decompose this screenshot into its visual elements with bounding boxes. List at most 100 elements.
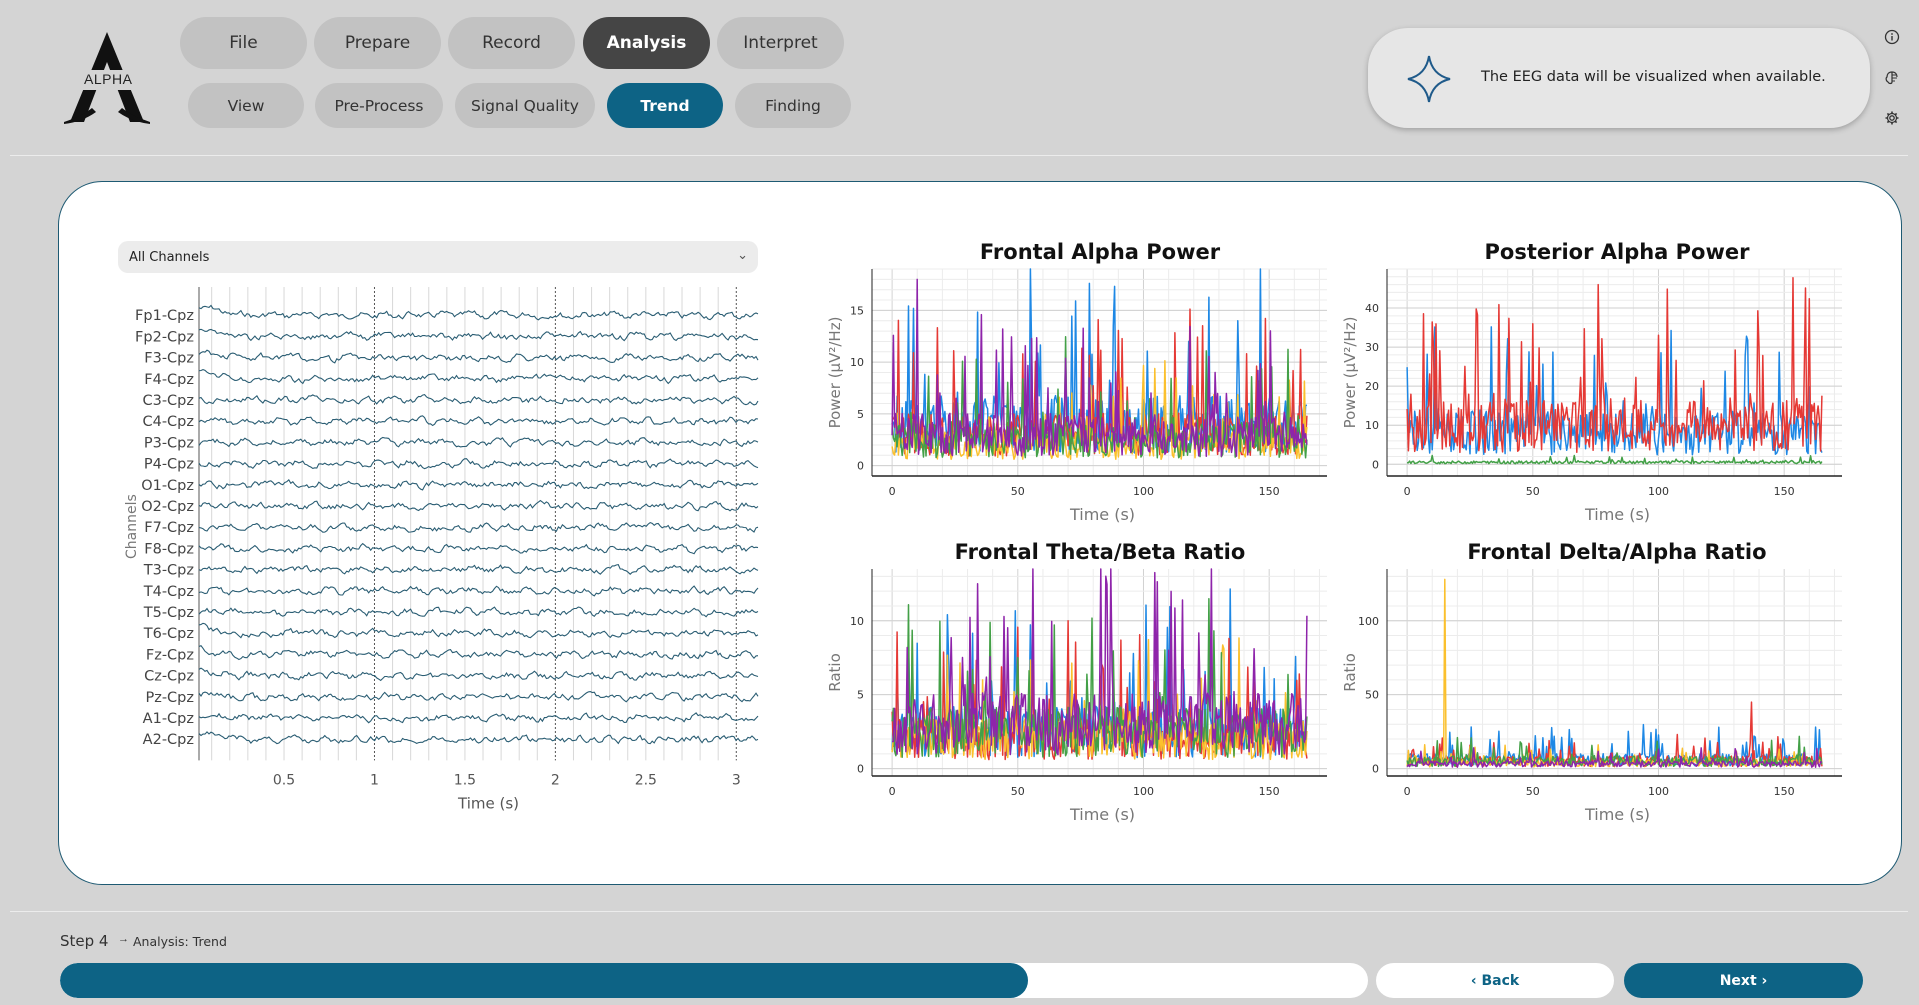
y-tick-label: 5 <box>857 408 864 421</box>
data-series-line <box>1406 735 1823 768</box>
x-tick-label: 100 <box>1648 785 1669 798</box>
x-axis-label: Time (s) <box>1069 805 1135 823</box>
eeg-channel-label: Cz-Cpz <box>144 669 194 685</box>
eeg-trace <box>198 691 759 703</box>
y-axis-label: Power (µV²/Hz) <box>826 317 844 429</box>
eeg-trace <box>198 731 759 745</box>
eeg-channel-label: P3-Cpz <box>144 435 194 451</box>
eeg-trace <box>198 436 759 448</box>
eeg-channel-label: Pz-Cpz <box>145 690 194 706</box>
progress-fill <box>60 963 1028 998</box>
step-detail: Analysis: Trend <box>133 934 227 949</box>
x-tick-label: 0 <box>889 785 896 798</box>
eeg-x-tick: 2 <box>551 772 560 788</box>
brain-icon[interactable] <box>1882 68 1902 88</box>
chart-title-frontal-alpha: Frontal Alpha Power <box>979 240 1221 264</box>
channel-select[interactable]: All Channels ⌄ <box>118 241 758 273</box>
footer-divider <box>10 911 1908 912</box>
x-tick-label: 100 <box>1133 785 1154 798</box>
data-series-line <box>1406 747 1823 768</box>
eeg-x-tick: 2.5 <box>635 772 657 788</box>
x-axis-label: Time (s) <box>1069 505 1135 523</box>
x-tick-label: 150 <box>1774 485 1795 498</box>
eeg-trace <box>198 369 759 385</box>
eeg-y-label: Channels <box>124 494 140 559</box>
header-divider <box>10 155 1908 156</box>
subtab-signal-quality[interactable]: Signal Quality <box>455 83 595 128</box>
eeg-channel-label: T6-Cpz <box>143 626 194 642</box>
chart-title-posterior-alpha: Posterior Alpha Power <box>1484 240 1750 264</box>
x-tick-label: 0 <box>889 485 896 498</box>
eeg-trace <box>198 349 759 364</box>
eeg-channel-label: T4-Cpz <box>143 584 194 600</box>
y-tick-label: 10 <box>850 615 864 628</box>
notification-text: The EEG data will be visualized when ava… <box>1481 69 1826 85</box>
y-tick-label: 0 <box>1372 763 1379 776</box>
eeg-trace <box>198 667 759 682</box>
eeg-trace <box>198 645 759 661</box>
eeg-trace <box>198 521 759 533</box>
subtab-trend[interactable]: Trend <box>607 83 723 128</box>
y-axis-label: Ratio <box>826 653 844 692</box>
next-button[interactable]: Next › <box>1624 963 1863 998</box>
back-button[interactable]: ‹ Back <box>1376 963 1614 998</box>
subtab-finding[interactable]: Finding <box>735 83 851 128</box>
data-series-line <box>891 278 1308 458</box>
y-tick-label: 0 <box>857 460 864 473</box>
eeg-channel-label: Fz-Cpz <box>146 647 194 663</box>
x-tick-label: 150 <box>1259 785 1280 798</box>
eeg-trace <box>198 328 759 342</box>
y-tick-label: 0 <box>1372 458 1379 471</box>
tab-interpret[interactable]: Interpret <box>717 17 844 69</box>
chevron-down-icon: ⌄ <box>737 248 748 263</box>
y-tick-label: 5 <box>857 689 864 702</box>
subtab-view[interactable]: View <box>188 83 304 128</box>
x-tick-label: 100 <box>1648 485 1669 498</box>
x-axis-label: Time (s) <box>1584 805 1650 823</box>
eeg-trace <box>198 415 759 427</box>
eeg-trace <box>198 585 759 597</box>
eeg-channel-label: P4-Cpz <box>144 457 194 473</box>
eeg-channel-label: A2-Cpz <box>143 732 194 748</box>
eeg-trace <box>198 479 759 491</box>
chart-frontal-delta-alpha-ratio: 0 50 100 150 0 50 100 Time (s) Ratio <box>1341 569 1842 823</box>
eeg-trace <box>198 542 759 555</box>
eeg-x-tick: 3 <box>732 772 741 788</box>
chart-title-frontal-theta-beta: Frontal Theta/Beta Ratio <box>954 540 1246 564</box>
eeg-channel-label: O1-Cpz <box>141 478 194 494</box>
eeg-trace <box>198 712 759 724</box>
y-tick-label: 30 <box>1365 341 1379 354</box>
chart-frontal-alpha-power: 0 50 100 150 0 5 10 15 Time (s) Power (µV²/Hz) <box>826 268 1327 523</box>
y-tick-label: 20 <box>1365 380 1379 393</box>
eeg-channel-label: C4-Cpz <box>142 414 194 430</box>
chart-frontal-theta-beta-ratio: 0 50 100 150 0 5 10 Time (s) Ratio <box>826 568 1327 823</box>
gear-icon[interactable] <box>1882 108 1902 128</box>
x-tick-label: 50 <box>1526 485 1540 498</box>
eeg-trace <box>198 622 759 639</box>
y-tick-label: 100 <box>1358 615 1379 628</box>
y-tick-label: 10 <box>850 356 864 369</box>
info-icon[interactable] <box>1882 27 1902 47</box>
eeg-channel-label: A1-Cpz <box>143 711 194 727</box>
eeg-trace <box>198 304 759 321</box>
progress-bar <box>60 963 1368 998</box>
tab-file[interactable]: File <box>180 17 307 69</box>
eeg-trace <box>198 393 759 406</box>
eeg-channel-label: Fp1-Cpz <box>135 308 194 324</box>
x-tick-label: 150 <box>1774 785 1795 798</box>
eeg-channel-label: F3-Cpz <box>144 351 194 367</box>
app-logo: ALPHA <box>62 30 152 125</box>
eeg-waveform-plot: Fp1-Cpz Fp2-Cpz F3-Cpz F4-Cpz C3-Cpz C4-Cpz P3… <box>124 287 759 812</box>
eeg-x-tick: 1 <box>370 772 379 788</box>
y-axis-label: Ratio <box>1341 653 1359 692</box>
logo-text: ALPHA <box>84 71 133 87</box>
x-axis-label: Time (s) <box>1584 505 1650 523</box>
notification-banner: The EEG data will be visualized when ava… <box>1368 28 1870 128</box>
x-tick-label: 50 <box>1011 785 1025 798</box>
subtab-pre-process[interactable]: Pre-Process <box>315 83 443 128</box>
analysis-panel <box>58 181 1902 885</box>
tab-record[interactable]: Record <box>448 17 575 69</box>
tab-analysis[interactable]: Analysis <box>583 17 710 69</box>
tab-prepare[interactable]: Prepare <box>314 17 441 69</box>
data-series-line <box>1406 326 1823 456</box>
